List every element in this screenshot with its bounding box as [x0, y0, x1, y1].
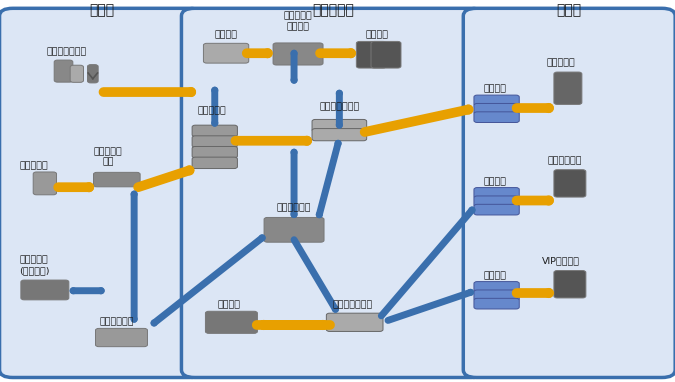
Text: 核心网络交换机: 核心网络交换机: [333, 301, 373, 310]
Text: 数字音频处理器: 数字音频处理器: [319, 103, 360, 112]
FancyBboxPatch shape: [474, 95, 519, 106]
Text: 数字功放: 数字功放: [483, 84, 506, 94]
FancyBboxPatch shape: [312, 129, 367, 141]
Text: 音源设备: 音源设备: [215, 31, 238, 39]
Text: 控制电脑: 控制电脑: [218, 301, 241, 310]
FancyBboxPatch shape: [33, 172, 57, 195]
Text: 无线传声器系统: 无线传声器系统: [46, 48, 86, 57]
FancyBboxPatch shape: [203, 43, 249, 63]
Text: 信号塞孔排: 信号塞孔排: [197, 107, 226, 116]
FancyBboxPatch shape: [273, 43, 323, 65]
FancyBboxPatch shape: [94, 172, 140, 187]
FancyBboxPatch shape: [95, 329, 147, 347]
Text: 数字调音台
(现场调音): 数字调音台 (现场调音): [20, 255, 50, 275]
FancyBboxPatch shape: [182, 8, 485, 377]
Text: 有线传声器: 有线传声器: [20, 162, 49, 171]
FancyBboxPatch shape: [192, 136, 238, 147]
FancyBboxPatch shape: [371, 41, 401, 68]
Text: 调音台接口箱: 调音台接口箱: [100, 318, 134, 327]
Text: 数字调音台
控制界面: 数字调音台 控制界面: [284, 12, 313, 31]
FancyBboxPatch shape: [474, 196, 519, 207]
FancyBboxPatch shape: [463, 8, 675, 377]
Text: 扩声控制室: 扩声控制室: [313, 3, 354, 17]
FancyBboxPatch shape: [554, 72, 582, 104]
FancyBboxPatch shape: [54, 60, 73, 82]
Text: 数字功放: 数字功放: [483, 271, 506, 280]
FancyBboxPatch shape: [554, 170, 586, 197]
FancyBboxPatch shape: [474, 282, 519, 292]
FancyBboxPatch shape: [474, 290, 519, 301]
FancyBboxPatch shape: [356, 41, 386, 68]
Text: 调音台接口箱: 调音台接口箱: [277, 204, 311, 213]
Text: 比赛场地扩声: 比赛场地扩声: [547, 156, 582, 165]
FancyBboxPatch shape: [264, 217, 324, 242]
FancyBboxPatch shape: [192, 146, 238, 158]
FancyBboxPatch shape: [192, 125, 238, 137]
FancyBboxPatch shape: [327, 313, 383, 332]
FancyBboxPatch shape: [205, 311, 257, 333]
FancyBboxPatch shape: [474, 188, 519, 198]
Text: 数字功放: 数字功放: [483, 177, 506, 186]
Text: 观众区: 观众区: [89, 3, 114, 17]
FancyBboxPatch shape: [474, 298, 519, 309]
FancyBboxPatch shape: [88, 65, 98, 83]
FancyBboxPatch shape: [0, 8, 202, 377]
Text: 观众区: 观众区: [557, 3, 582, 17]
FancyBboxPatch shape: [312, 120, 367, 132]
FancyBboxPatch shape: [474, 104, 519, 114]
FancyBboxPatch shape: [554, 270, 586, 298]
Text: 监听音箱: 监听音箱: [365, 31, 388, 39]
Text: VIP区域扩声: VIP区域扩声: [542, 257, 580, 265]
FancyBboxPatch shape: [474, 112, 519, 123]
Text: 场内音频插
座箱: 场内音频插 座箱: [94, 147, 123, 167]
Text: 观众区扩声: 观众区扩声: [547, 58, 576, 67]
FancyBboxPatch shape: [192, 157, 238, 168]
FancyBboxPatch shape: [21, 280, 69, 300]
FancyBboxPatch shape: [474, 204, 519, 215]
FancyBboxPatch shape: [70, 65, 84, 83]
